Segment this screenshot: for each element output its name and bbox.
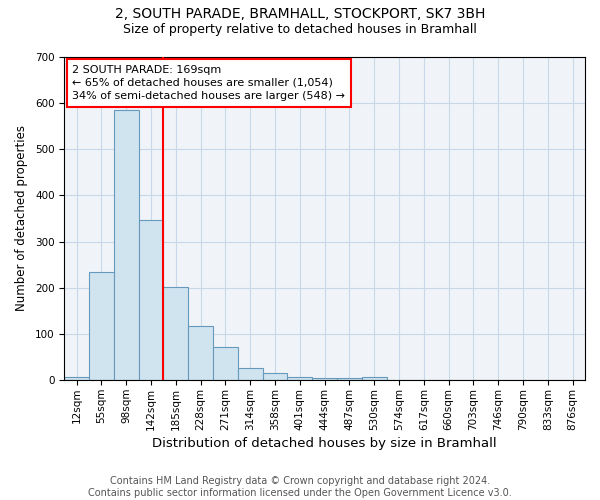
Text: 2, SOUTH PARADE, BRAMHALL, STOCKPORT, SK7 3BH: 2, SOUTH PARADE, BRAMHALL, STOCKPORT, SK… bbox=[115, 8, 485, 22]
Text: Size of property relative to detached houses in Bramhall: Size of property relative to detached ho… bbox=[123, 22, 477, 36]
X-axis label: Distribution of detached houses by size in Bramhall: Distribution of detached houses by size … bbox=[152, 437, 497, 450]
Bar bbox=[312, 378, 337, 380]
Bar bbox=[139, 220, 163, 380]
Text: 2 SOUTH PARADE: 169sqm
← 65% of detached houses are smaller (1,054)
34% of semi-: 2 SOUTH PARADE: 169sqm ← 65% of detached… bbox=[72, 64, 345, 101]
Bar bbox=[337, 378, 362, 380]
Bar bbox=[64, 376, 89, 380]
Bar bbox=[287, 376, 312, 380]
Bar bbox=[263, 374, 287, 380]
Text: Contains HM Land Registry data © Crown copyright and database right 2024.
Contai: Contains HM Land Registry data © Crown c… bbox=[88, 476, 512, 498]
Bar bbox=[213, 347, 238, 380]
Bar bbox=[89, 272, 114, 380]
Y-axis label: Number of detached properties: Number of detached properties bbox=[15, 126, 28, 312]
Bar bbox=[238, 368, 263, 380]
Bar bbox=[362, 376, 386, 380]
Bar bbox=[188, 326, 213, 380]
Bar bbox=[114, 110, 139, 380]
Bar bbox=[163, 287, 188, 380]
